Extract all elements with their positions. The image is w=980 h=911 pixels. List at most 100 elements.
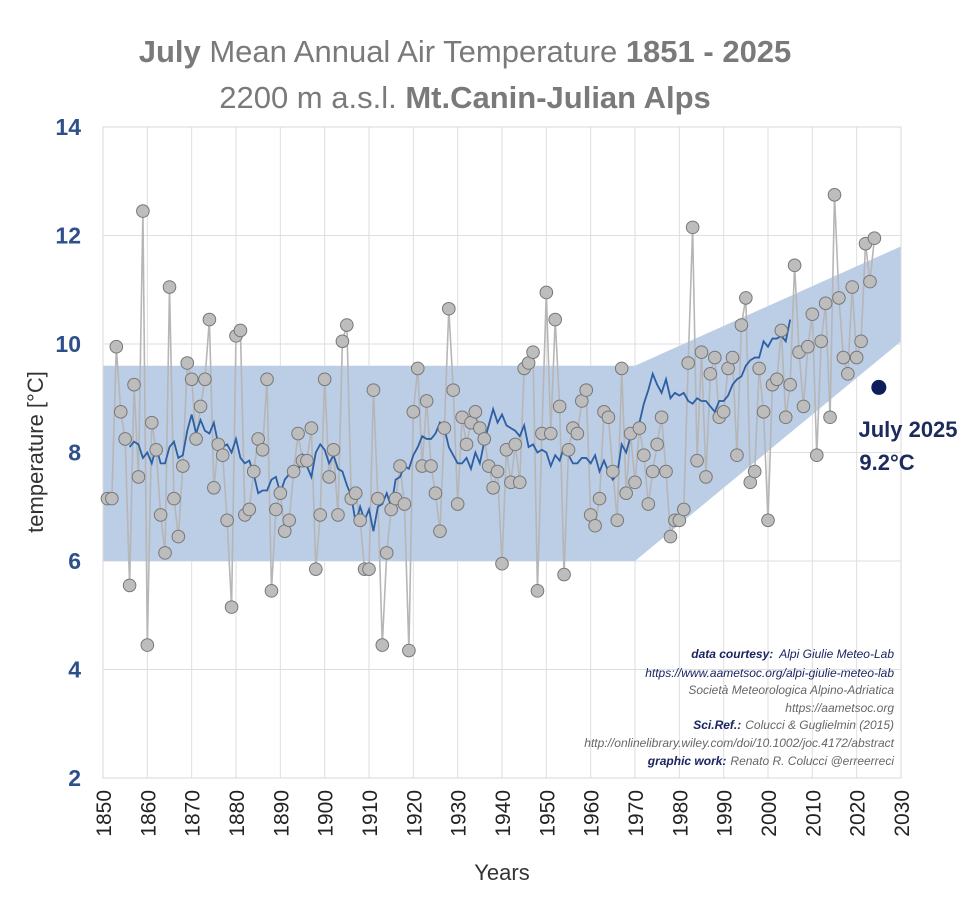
data-point — [331, 508, 345, 522]
data-point — [725, 350, 740, 365]
credit-line7-text: Renato R. Colucci @erreerreci — [730, 754, 894, 768]
data-point — [184, 372, 199, 387]
x-tick-labels: 1850 1860 1870 1880 1890 1900 1910 1920 1930 1940… — [93, 790, 914, 837]
data-point — [841, 367, 855, 381]
credits-block: data courtesy: Alpi Giulie Meteo-Lab http… — [584, 647, 894, 768]
data-point — [233, 323, 248, 338]
data-point — [699, 470, 713, 484]
x-tick-label: 1850 — [93, 790, 116, 837]
data-point — [393, 459, 407, 473]
y-tick-label: 8 — [68, 440, 81, 466]
credit-line2: https://www.aametsoc.org/alpi-giulie-met… — [645, 666, 894, 680]
x-tick-label: 1950 — [536, 790, 559, 837]
x-tick-label: 1870 — [182, 790, 205, 837]
data-point — [867, 231, 882, 246]
annotation-line1: July 2025 — [858, 417, 957, 442]
data-point — [756, 405, 771, 419]
data-point — [845, 280, 860, 294]
data-point — [246, 464, 261, 479]
data-point — [716, 405, 731, 419]
data-point — [442, 301, 456, 316]
data-point — [659, 464, 673, 479]
data-point — [548, 312, 563, 327]
data-point — [291, 426, 305, 441]
data-point — [654, 410, 669, 425]
credit-line5: Sci.Ref.: Colucci & Guglielmin (2015) — [693, 718, 894, 732]
data-point — [486, 480, 500, 495]
data-point — [641, 497, 656, 511]
x-tick-label: 1990 — [714, 790, 737, 837]
data-point — [433, 524, 447, 538]
data-point — [650, 437, 664, 452]
data-point — [260, 372, 274, 387]
data-point — [619, 486, 633, 500]
data-point — [752, 361, 766, 376]
data-point — [681, 356, 696, 370]
data-point — [269, 502, 283, 517]
data-point — [167, 491, 181, 506]
data-point — [375, 638, 390, 652]
x-tick-label: 2030 — [891, 790, 914, 837]
data-point — [459, 437, 474, 452]
band-layer — [103, 246, 901, 561]
data-point — [761, 513, 775, 528]
credit-line5-label: Sci.Ref.: — [693, 718, 741, 732]
data-point — [131, 470, 146, 484]
data-point — [180, 356, 195, 370]
x-tick-label: 1960 — [581, 790, 604, 837]
data-point — [628, 475, 642, 490]
data-point — [105, 491, 119, 506]
data-point — [570, 426, 585, 441]
x-tick-label: 2010 — [802, 790, 825, 837]
credit-line7-label: graphic work: — [647, 754, 727, 768]
data-point — [530, 584, 545, 598]
data-point — [854, 334, 868, 349]
data-point — [176, 459, 190, 473]
data-point — [694, 345, 709, 359]
data-point — [242, 502, 257, 517]
title-month: July — [138, 34, 201, 69]
credit-line1-text: Alpi Giulie Meteo-Lab — [778, 647, 894, 661]
credit-line6: http://onlinelibrary.wiley.com/doi/10.10… — [584, 736, 894, 750]
x-tick-label: 1860 — [137, 790, 160, 837]
data-point — [109, 339, 124, 354]
data-point — [508, 437, 523, 452]
credit-line3: Società Meteorologica Alpino-Adriatica — [688, 683, 894, 697]
data-point — [468, 405, 483, 419]
data-point — [255, 442, 270, 457]
data-point — [220, 513, 234, 528]
data-point — [708, 350, 722, 365]
title-mid: Mean Annual Air Temperature — [200, 34, 626, 69]
data-point — [335, 334, 350, 349]
data-point — [823, 410, 837, 425]
data-point — [561, 442, 576, 457]
data-point — [450, 497, 465, 511]
data-point — [863, 274, 877, 289]
data-point — [809, 448, 824, 463]
data-point — [778, 410, 793, 425]
data-point — [827, 188, 842, 202]
x-tick-label: 1980 — [669, 790, 692, 837]
y-tick-label: 2 — [68, 765, 81, 791]
data-point — [495, 556, 509, 571]
data-point — [424, 459, 438, 473]
y-tick-label: 6 — [68, 548, 81, 574]
data-point — [849, 350, 864, 365]
x-tick-label: 2020 — [847, 790, 870, 837]
data-point — [322, 470, 336, 484]
x-tick-label: 1970 — [625, 790, 648, 837]
data-point — [676, 502, 691, 517]
data-point — [300, 453, 314, 468]
data-point — [273, 486, 288, 500]
chart-title: July Mean Annual Air Temperature 1851 - … — [0, 34, 930, 70]
data-point — [264, 584, 279, 598]
data-point — [144, 415, 159, 430]
x-tick-label: 1900 — [315, 790, 338, 837]
data-point — [637, 448, 651, 463]
variability-band — [103, 246, 901, 561]
data-point — [406, 405, 421, 419]
series-layer — [100, 188, 887, 658]
data-point — [606, 464, 620, 479]
data-point — [601, 410, 616, 425]
